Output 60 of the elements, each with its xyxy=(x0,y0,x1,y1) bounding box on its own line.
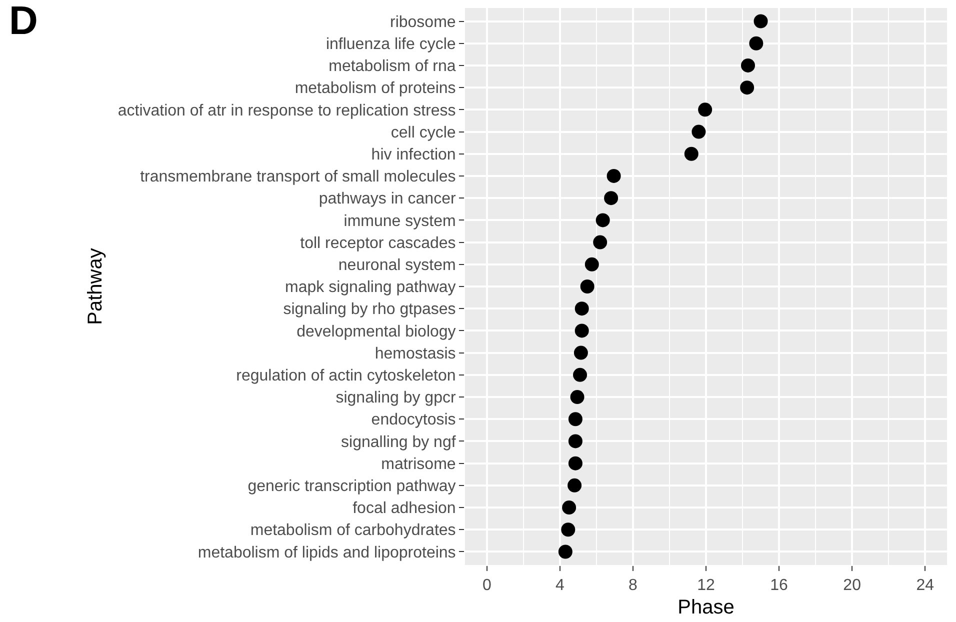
x-tick-label: 24 xyxy=(916,577,934,594)
point xyxy=(754,14,768,28)
y-tick-label: developmental biology xyxy=(296,323,456,340)
text: D xyxy=(9,0,38,43)
y-tick-label: metabolism of carbohydrates xyxy=(250,522,456,540)
point xyxy=(593,235,608,250)
y-tick-label: metabolism of proteins xyxy=(294,80,456,98)
y-tick-label: mapk signaling pathway xyxy=(285,279,456,296)
point xyxy=(692,124,706,139)
point xyxy=(596,213,610,228)
y-tick-label: focal adhesion xyxy=(352,500,456,518)
point xyxy=(561,522,576,537)
y-tick-label: activation of atr in response to replication stress xyxy=(118,102,456,120)
y-tick-label: signalling by ngf xyxy=(341,434,456,451)
x-tick-label: 8 xyxy=(628,577,638,594)
y-tick-label: cell cycle xyxy=(390,124,456,142)
y-tick-label: neuronal system xyxy=(338,257,456,274)
y-tick-label: pathways in cancer xyxy=(318,190,456,208)
y-tick-label: influenza life cycle xyxy=(326,36,456,53)
point xyxy=(684,146,698,161)
y-tick-label: endocytosis xyxy=(371,412,456,429)
point xyxy=(574,324,589,338)
y-tick-label: metabolism of rna xyxy=(328,58,456,76)
y-tick-label: ribosome xyxy=(390,14,456,31)
point xyxy=(568,456,582,470)
point xyxy=(573,368,588,382)
y-tick-label: transmembrane transport of small molecules xyxy=(140,168,456,186)
x-tick-label: 12 xyxy=(697,577,715,594)
point xyxy=(740,80,754,95)
x-tick-label: 4 xyxy=(555,577,564,594)
y-tick-label: generic transcription pathway xyxy=(248,478,456,496)
point xyxy=(749,36,764,50)
y-tick-label: immune system xyxy=(344,212,456,230)
point xyxy=(740,58,755,72)
y-tick-label: matrisome xyxy=(381,456,456,473)
x-tick-label: 0 xyxy=(482,577,492,594)
point xyxy=(568,478,582,492)
y-tick-label: toll receptor cascades xyxy=(300,234,456,252)
point xyxy=(574,346,588,360)
x-tick-label: 20 xyxy=(843,577,862,594)
point xyxy=(558,544,572,559)
point xyxy=(606,168,621,183)
y-axis-title: Pathway xyxy=(84,248,106,325)
point xyxy=(698,102,712,117)
y-tick-label: hemostasis xyxy=(374,345,456,362)
point xyxy=(604,191,618,206)
point xyxy=(570,390,584,404)
point xyxy=(580,280,594,294)
y-tick-label: signaling by rho gtpases xyxy=(283,301,456,318)
y-tick-label: signaling by gpcr xyxy=(336,390,456,407)
y-tick-label: hiv infection xyxy=(371,146,456,164)
x-tick-label: 16 xyxy=(770,577,788,594)
x-axis-title: Phase xyxy=(678,596,734,619)
y-tick-label: metabolism of lipids and lipoproteins xyxy=(198,544,456,562)
point xyxy=(568,434,582,448)
point xyxy=(574,302,589,316)
point xyxy=(568,412,582,426)
point xyxy=(562,500,576,515)
y-tick-label: regulation of actin cytoskeleton xyxy=(236,368,456,385)
point xyxy=(584,257,599,272)
